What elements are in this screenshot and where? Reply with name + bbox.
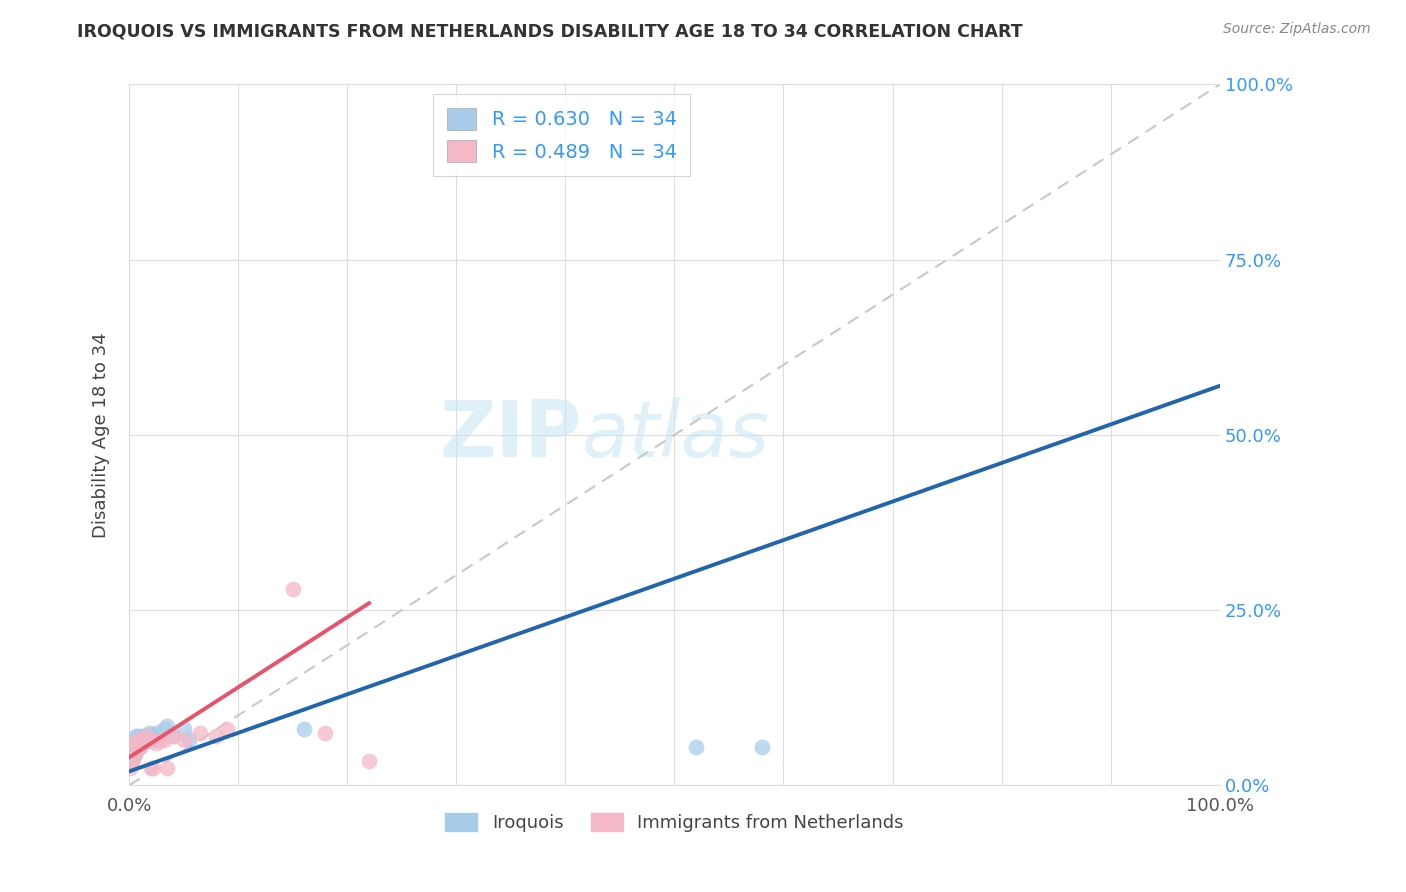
Point (142, 761, 165, 775)
Legend: R = 0.630   N = 34, R = 0.489   N = 34: R = 0.630 N = 34, R = 0.489 N = 34 (433, 95, 690, 176)
Point (122, 750, 145, 764)
Point (135, 730, 157, 744)
Point (173, 732, 195, 747)
Point (124, 747, 146, 761)
Point (153, 723, 176, 737)
Point (138, 726, 160, 740)
Point (120, 761, 142, 775)
Point (125, 739, 148, 754)
Point (124, 743, 146, 757)
Point (314, 726, 336, 740)
Point (127, 730, 149, 744)
Point (121, 743, 143, 757)
Text: ZIP: ZIP (440, 397, 582, 473)
Y-axis label: Disability Age 18 to 34: Disability Age 18 to 34 (93, 332, 110, 538)
Point (122, 736, 145, 750)
Point (125, 732, 148, 747)
Point (124, 736, 146, 750)
Point (122, 739, 145, 754)
Point (132, 736, 155, 750)
Point (357, 754, 380, 768)
Point (149, 732, 172, 747)
Point (751, 739, 773, 754)
Point (120, 750, 142, 764)
Point (120, 743, 142, 757)
Point (129, 739, 152, 754)
Point (124, 730, 146, 744)
Point (149, 732, 172, 747)
Point (131, 732, 153, 747)
Point (128, 736, 150, 750)
Point (145, 726, 167, 740)
Point (120, 750, 142, 764)
Point (129, 739, 152, 754)
Point (122, 750, 145, 764)
Point (134, 732, 156, 747)
Point (292, 723, 315, 737)
Text: Source: ZipAtlas.com: Source: ZipAtlas.com (1223, 22, 1371, 37)
Point (281, 582, 304, 597)
Point (124, 739, 146, 754)
Point (156, 719, 179, 733)
Point (205, 730, 228, 744)
Point (139, 732, 162, 747)
Point (132, 736, 155, 750)
Point (121, 754, 143, 768)
Point (124, 736, 146, 750)
Point (685, 739, 707, 754)
Point (134, 732, 156, 747)
Point (129, 732, 152, 747)
Point (177, 732, 200, 747)
Point (138, 732, 160, 747)
Text: IROQUOIS VS IMMIGRANTS FROM NETHERLANDS DISABILITY AGE 18 TO 34 CORRELATION CHAR: IROQUOIS VS IMMIGRANTS FROM NETHERLANDS … (77, 22, 1024, 40)
Point (217, 723, 239, 737)
Point (120, 757, 142, 772)
Point (173, 723, 195, 737)
Point (121, 736, 143, 750)
Point (142, 730, 165, 744)
Point (145, 736, 167, 750)
Point (128, 736, 150, 750)
Point (135, 732, 157, 747)
Point (131, 730, 153, 744)
Point (121, 754, 143, 768)
Point (124, 743, 146, 757)
Point (162, 730, 184, 744)
Point (139, 761, 162, 775)
Point (162, 730, 184, 744)
Point (153, 732, 176, 747)
Point (124, 747, 146, 761)
Point (156, 761, 179, 775)
Text: atlas: atlas (582, 397, 769, 473)
Point (125, 739, 148, 754)
Point (188, 726, 211, 740)
Point (134, 730, 156, 744)
Point (127, 732, 149, 747)
